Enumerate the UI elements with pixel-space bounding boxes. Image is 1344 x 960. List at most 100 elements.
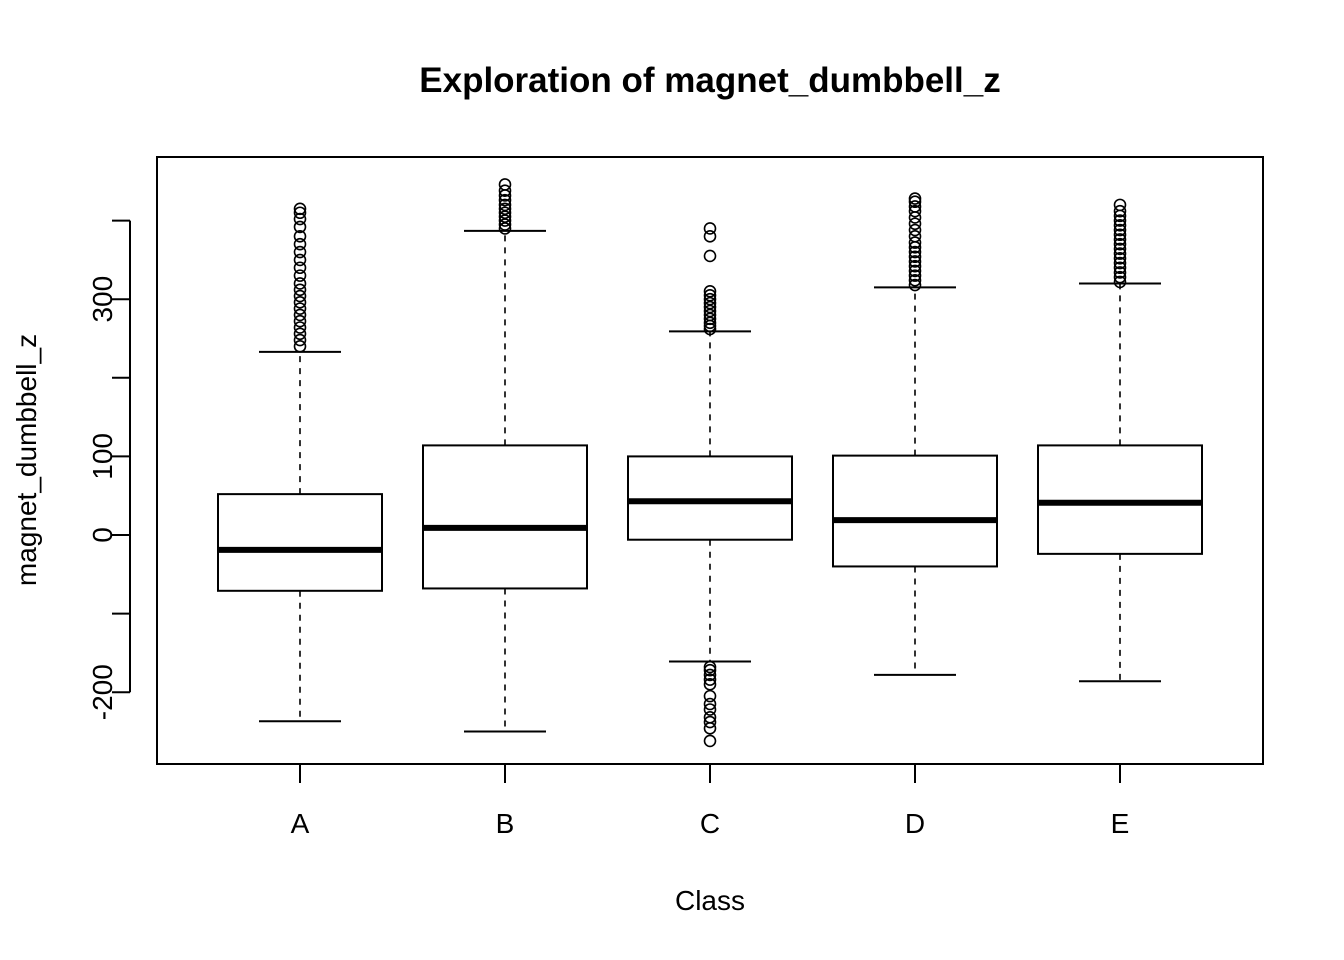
outlier-point [1113,261,1127,275]
outlier-point [293,314,307,328]
outlier-point [1113,219,1127,232]
y-axis: -200 0 100 300 [87,219,131,720]
outlier-point [908,264,922,278]
outlier-point [293,277,307,290]
outlier-point [908,259,922,273]
box-C [627,222,793,748]
outlier-point [703,703,717,716]
outlier-point [1113,214,1127,227]
outlier-point [293,261,307,275]
outlier-point [908,269,922,282]
outlier-point [498,202,512,216]
outlier-point [908,278,922,292]
x-tick-label: B [496,808,515,839]
outlier-point [293,296,307,309]
outlier-point [703,722,717,735]
y-tick-label: 100 [87,433,118,480]
outlier-point [703,715,717,729]
outlier-point [703,668,717,682]
outlier-point [703,222,717,235]
outlier-point [908,250,922,264]
outlier-point [908,255,922,268]
iqr-box [1037,444,1203,555]
outlier-point [293,202,307,216]
outlier-point [293,237,307,251]
outlier-point [1113,247,1127,260]
outlier-point [293,206,307,220]
outlier-point [703,689,717,703]
outlier-point [703,292,717,306]
outlier-point [293,333,307,347]
box-A [217,202,383,723]
outlier-point [908,245,922,259]
outlier-point [1113,223,1127,237]
outlier-point [908,204,922,218]
box-D [832,192,998,676]
x-axis-label: Class [675,885,745,916]
outlier-point [703,660,717,674]
y-tick-label: 300 [87,276,118,323]
outlier-point [293,289,307,303]
outlier-point [498,193,512,207]
outlier-point [908,223,922,237]
outlier-point [293,269,307,282]
iqr-box [627,455,793,541]
box-B [422,178,588,733]
outlier-point [1113,242,1127,256]
outlier-point [908,236,922,249]
outlier-point [703,673,717,686]
outlier-point [293,327,307,341]
outlier-point [293,253,307,267]
outlier-point [293,302,307,315]
outlier-point [1113,228,1127,242]
outlier-point [1113,233,1127,246]
outlier-point [908,192,922,205]
y-tick-label: -200 [87,664,118,720]
outlier-point [1113,237,1127,251]
outlier-point [908,230,922,243]
outlier-point [703,734,717,748]
x-tick-label: C [700,808,720,839]
outlier-point [703,697,717,711]
boxes [217,178,1203,748]
outlier-point [498,206,512,220]
x-tick-label: E [1111,808,1130,839]
x-axis: A B C D E [291,763,1130,839]
outlier-point [293,321,307,334]
outlier-point [1113,256,1127,270]
iqr-box [217,493,383,592]
chart-title: Exploration of magnet_dumbbell_z [419,61,1000,100]
outlier-point [498,184,512,198]
iqr-box [832,454,998,568]
outlier-point [1113,266,1127,279]
outlier-point [703,230,717,243]
outlier-point [498,198,512,212]
outlier-point [1113,270,1127,284]
outlier-point [293,308,307,322]
x-tick-label: A [291,808,310,839]
iqr-box [422,444,588,590]
outlier-point [293,230,307,243]
outlier-point [293,283,307,297]
outlier-point [908,274,922,287]
outlier-point [1113,252,1127,265]
outlier-point [703,288,717,302]
x-tick-label: D [905,808,925,839]
outlier-point [908,195,922,209]
y-tick-label: 0 [87,527,118,543]
outlier-point [293,220,307,234]
outlier-point [908,200,922,213]
outlier-point [703,663,717,677]
outlier-point [703,249,717,263]
outlier-point [908,217,922,231]
outlier-point [1113,198,1127,212]
outlier-point [1113,275,1127,289]
outlier-point [498,178,512,191]
outlier-point [1113,204,1127,218]
outlier-point [703,285,717,298]
outlier-point [293,340,307,353]
box-E [1037,198,1203,683]
outlier-point [293,245,307,259]
y-axis-label: magnet_dumbbell_z [11,334,42,586]
